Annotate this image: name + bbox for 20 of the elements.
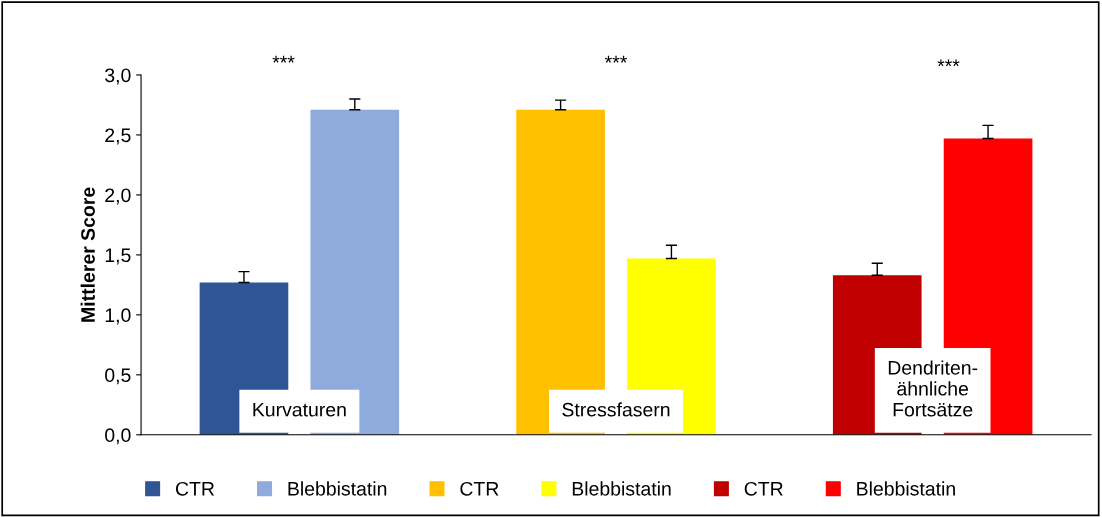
- y-axis-title: Mittlerer Score: [80, 187, 95, 322]
- y-tick-label: 0,0: [105, 428, 131, 445]
- y-tick-label: 0,5: [105, 368, 131, 385]
- x-tick-label: Kurvaturen: [253, 402, 346, 417]
- y-tick-label: 1,0: [105, 308, 131, 325]
- x-tick-label: Stressfasern: [562, 402, 670, 417]
- y-tick-label: 2,5: [105, 128, 131, 145]
- legend-label: Blebbistatin: [572, 481, 671, 496]
- legend-label: CTR: [460, 481, 499, 496]
- legend-label: Blebbistatin: [288, 481, 387, 496]
- legend-label: Blebbistatin: [857, 481, 955, 496]
- x-tick-label: Dendriten- ähnliche Fortsätze: [888, 360, 978, 417]
- y-tick-label: 3,0: [105, 68, 131, 85]
- legend-label: CTR: [744, 481, 783, 496]
- y-tick-label: 2,0: [105, 188, 131, 205]
- y-tick-label: 1,5: [105, 248, 131, 265]
- text: ***: [272, 55, 295, 63]
- legend-label: CTR: [175, 481, 215, 496]
- text: ***: [604, 55, 628, 63]
- text: ***: [937, 59, 960, 67]
